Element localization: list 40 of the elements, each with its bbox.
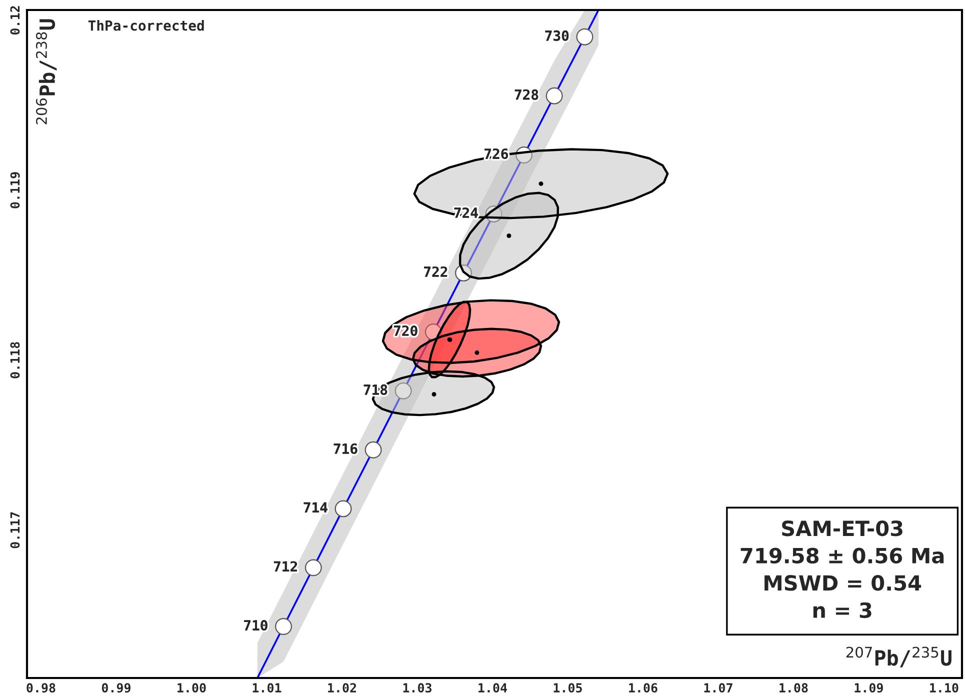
x-tick-label: 1.00 [178, 683, 206, 693]
x-tick-label: 0.98 [26, 683, 56, 693]
point [304, 559, 322, 576]
x-axis-title: $^{207}$Pb/$^{235}$U [846, 646, 952, 668]
x-tick-label: 1.02 [328, 683, 356, 693]
y-tick-label: 0.119 [10, 172, 20, 208]
x-tick-label: 1.09 [854, 683, 883, 693]
y-axis-title: $^{206}$Pb/$^{238}$U [36, 19, 57, 124]
point [334, 500, 352, 518]
annotation: ThPa-corrected [88, 20, 204, 31]
point [538, 181, 544, 186]
point [394, 382, 412, 400]
point [576, 28, 594, 46]
annotation: 716 [334, 443, 358, 454]
point [432, 392, 436, 397]
x-tick-label: 1.01 [252, 683, 282, 693]
point [506, 233, 512, 238]
x-tick-label: 1.06 [629, 683, 658, 693]
point [474, 350, 480, 355]
point [275, 618, 292, 635]
x-tick-label: 0.99 [102, 683, 130, 693]
x-tick-label: 1.03 [403, 683, 432, 693]
annotation: SAM-ET-03 719.58 ± 0.56 Ma MSWD = 0.54 n = 3 [740, 520, 944, 618]
annotation: 722 [424, 266, 448, 277]
y-tick-label: 0.12 [10, 6, 20, 34]
point [546, 87, 563, 104]
x-tick-label: 1.10 [930, 683, 958, 693]
annotation: 730 [545, 30, 569, 41]
point [364, 441, 382, 458]
x-tick-label: 1.04 [478, 683, 507, 693]
x-tick-label: 1.05 [554, 683, 582, 693]
annotation: 714 [304, 502, 328, 513]
annotation: 710 [244, 620, 268, 631]
annotation: 720 [394, 325, 418, 336]
x-tick-label: 1.07 [704, 683, 732, 693]
x-tick-label: 1.08 [780, 683, 808, 693]
y-tick-label: 0.117 [10, 512, 20, 548]
annotation: 728 [514, 89, 538, 100]
y-tick-label: 0.118 [10, 342, 20, 378]
annotation: 712 [274, 561, 297, 572]
